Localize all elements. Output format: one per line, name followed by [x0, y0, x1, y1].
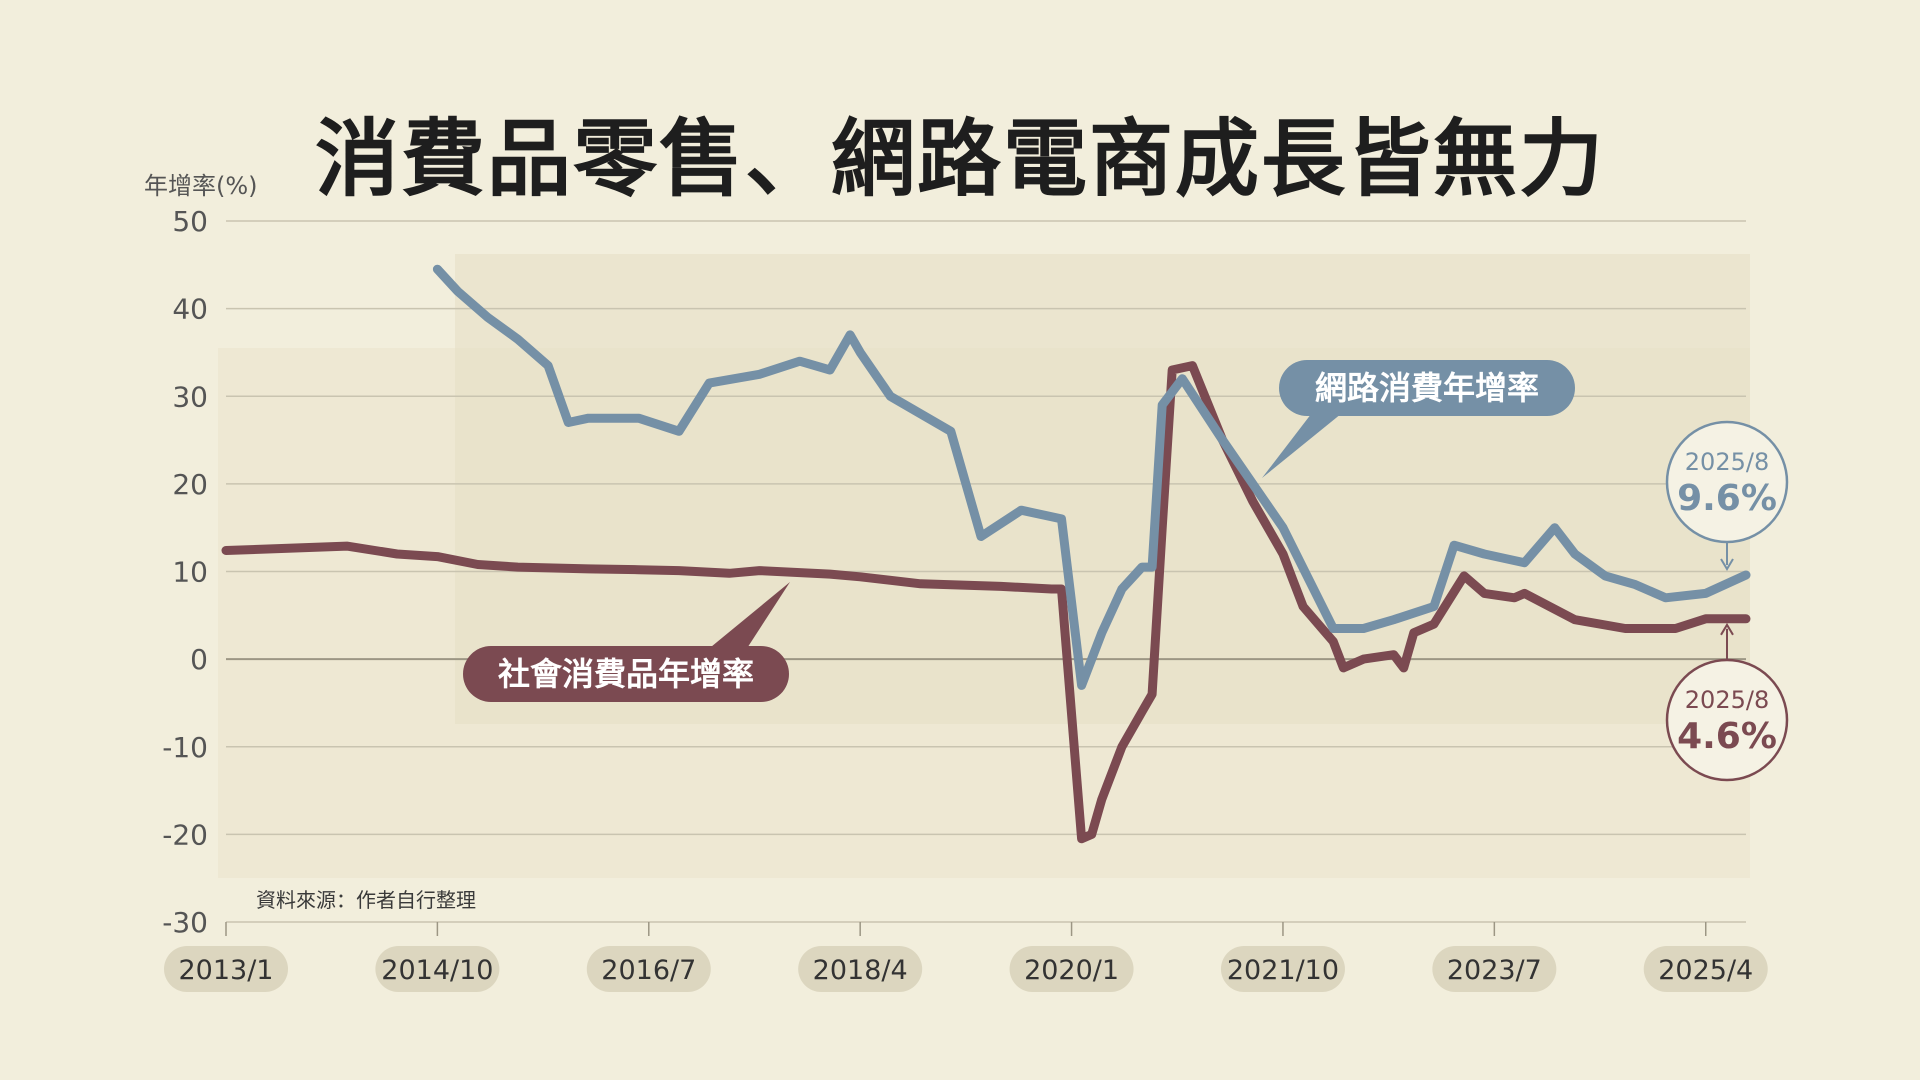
series-callout-retail-label: 社會消費品年增率 — [498, 655, 754, 693]
series-callout-online-pointer — [1262, 405, 1352, 478]
x-tick-label: 2020/1 — [1024, 955, 1119, 986]
series-line-online — [432, 264, 1751, 690]
x-tick-pill — [164, 946, 288, 992]
y-tick-label: -30 — [162, 906, 208, 939]
x-tick-pill — [1009, 946, 1134, 992]
x-tick-label: 2014/10 — [381, 955, 493, 986]
y-tick-label: 50 — [172, 205, 208, 238]
end-value-arrowhead-retail — [1720, 622, 1734, 636]
series-line-retail — [221, 361, 1751, 844]
x-tick-label: 2021/10 — [1227, 955, 1339, 986]
end-value-arrowhead-online — [1720, 558, 1734, 571]
series-callout-retail-pointer — [700, 582, 790, 656]
series-callout-online-bubble — [1279, 360, 1575, 416]
x-tick-pill — [1643, 946, 1768, 992]
x-tick-pill — [1432, 946, 1557, 992]
x-tick-label: 2018/4 — [813, 955, 908, 986]
series-callout-online-label: 網路消費年增率 — [1315, 369, 1539, 407]
end-value-label-retail: 4.6% — [1677, 716, 1777, 757]
y-axis-label: 年增率(%) — [144, 172, 258, 200]
y-tick-label: -20 — [162, 818, 208, 851]
y-tick-label: 30 — [172, 380, 208, 413]
series-callout-retail-bubble — [463, 646, 789, 702]
end-date-label-retail: 2025/8 — [1685, 686, 1769, 714]
x-tick-label: 2016/7 — [601, 955, 696, 986]
y-tick-label: 0 — [190, 643, 208, 676]
x-tick-label: 2013/1 — [179, 955, 274, 986]
y-tick-label: -10 — [162, 731, 208, 764]
source-note: 資料來源：作者自行整理 — [256, 888, 476, 912]
x-tick-label: 2023/7 — [1447, 955, 1542, 986]
x-tick-label: 2025/4 — [1658, 955, 1753, 986]
x-tick-pill — [586, 946, 711, 992]
plot-band-inner — [455, 254, 1750, 724]
x-tick-pill — [798, 946, 923, 992]
x-tick-pill — [375, 946, 500, 992]
end-value-label-online: 9.6% — [1677, 478, 1777, 519]
y-tick-label: 40 — [172, 293, 208, 326]
end-date-label-online: 2025/8 — [1685, 448, 1769, 476]
chart-title: 消費品零售、網路電商成長皆無力 — [314, 110, 1605, 208]
x-tick-pill — [1220, 946, 1345, 992]
y-tick-label: 10 — [172, 556, 208, 589]
y-tick-label: 20 — [172, 468, 208, 501]
